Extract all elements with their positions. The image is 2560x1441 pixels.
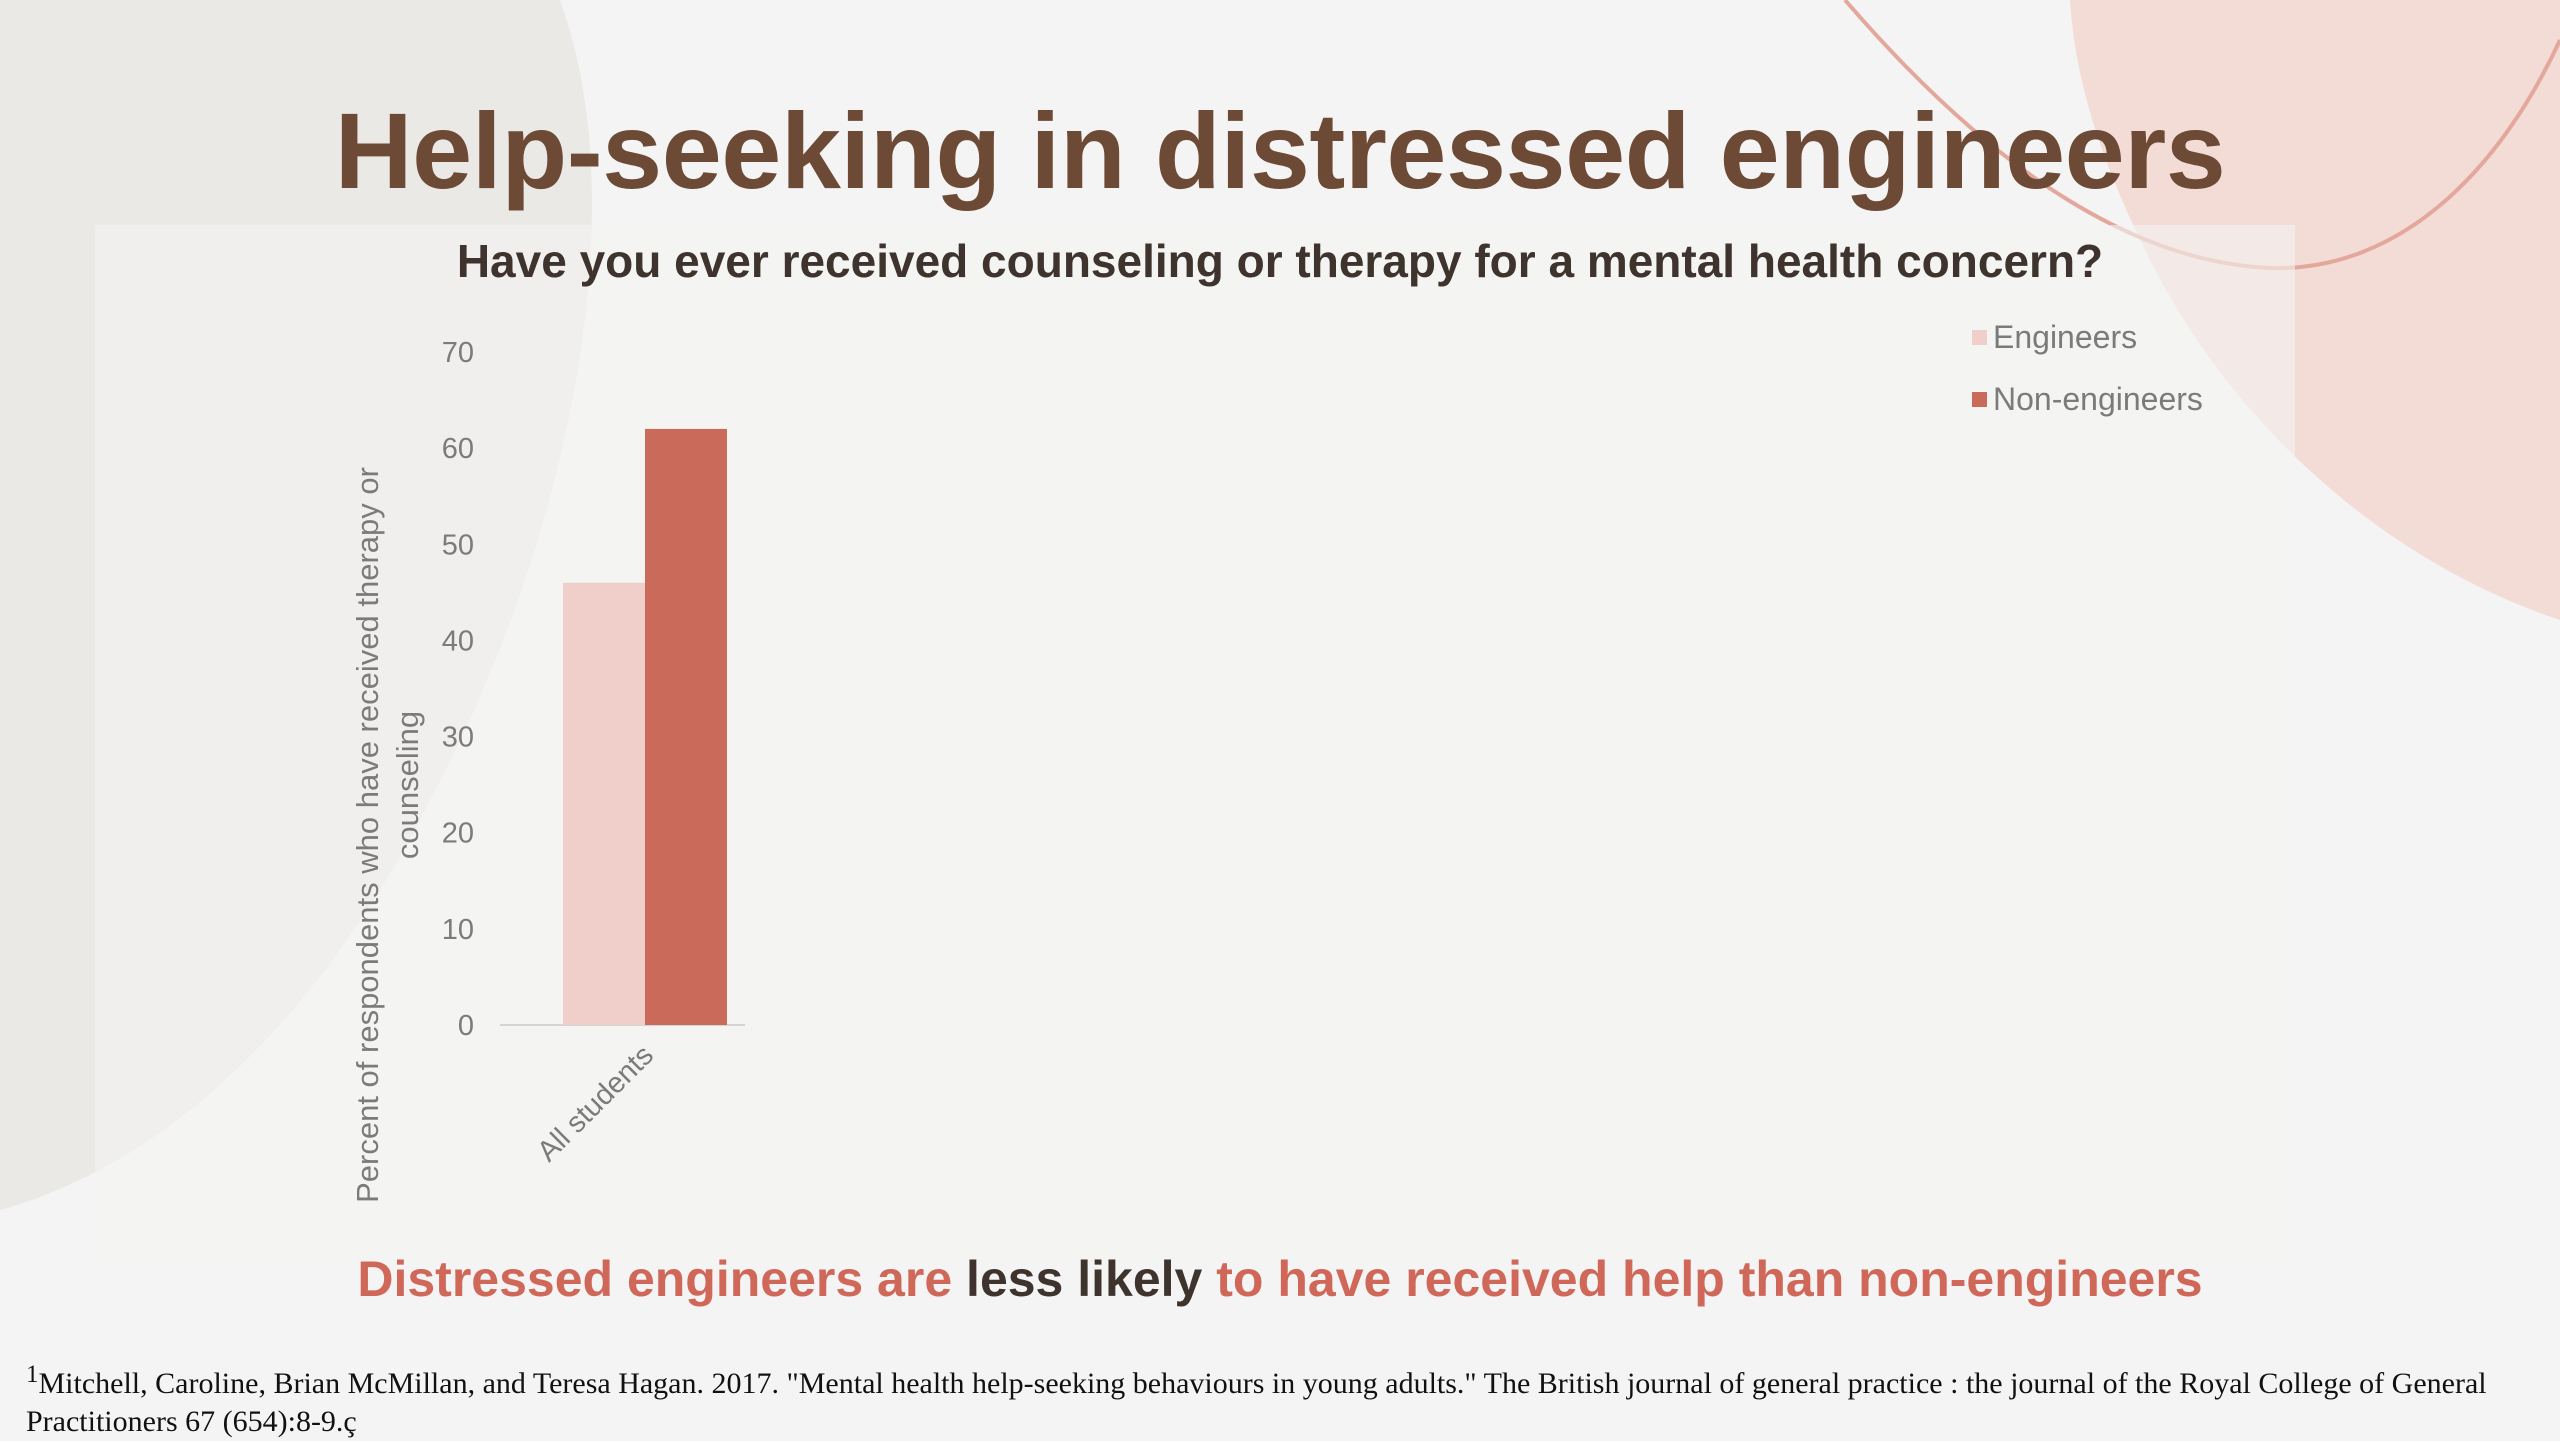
citation-text: Mitchell, Caroline, Brian McMillan, and … <box>26 1367 2487 1438</box>
bar-series <box>563 428 727 1025</box>
y-tick-label: 0 <box>458 1010 474 1042</box>
y-tick-label: 60 <box>442 433 474 465</box>
conclusion-part-3: to have received help than non-engineers <box>1216 1251 2203 1307</box>
y-tick-label: 20 <box>442 818 474 850</box>
x-category-label: All students <box>531 1039 660 1168</box>
y-axis-ticks: 0 10 20 30 40 50 60 70 <box>442 337 474 1042</box>
bar-non-engineers <box>645 428 727 1025</box>
citation: 1Mitchell, Caroline, Brian McMillan, and… <box>26 1356 2536 1441</box>
conclusion-emphasis: less likely <box>966 1251 1203 1307</box>
y-tick-label: 40 <box>442 625 474 657</box>
slide-title: Help-seeking in distressed engineers <box>334 90 2226 211</box>
y-tick-label: 30 <box>442 722 474 754</box>
legend-label-non-engineers: Non-engineers <box>1993 380 2203 417</box>
legend-item-engineers: Engineers <box>1972 306 2203 368</box>
y-axis-title-line1: Percent of respondents who have received… <box>350 467 385 1203</box>
legend-swatch-non-engineers <box>1972 391 1987 407</box>
conclusion-statement: Distressed engineers are less likely to … <box>0 1250 2560 1308</box>
y-tick-label: 70 <box>442 337 474 369</box>
bar-engineers <box>563 582 645 1025</box>
chart-legend: Engineers Non-engineers <box>1972 306 2203 430</box>
background-blob-topright <box>2070 0 2560 620</box>
y-tick-label: 50 <box>442 529 474 561</box>
y-tick-label: 10 <box>442 914 474 946</box>
legend-item-non-engineers: Non-engineers <box>1972 368 2203 430</box>
citation-superscript: 1 <box>26 1361 39 1388</box>
x-axis-categories: All students <box>531 1039 660 1168</box>
y-axis-title-line2: counseling <box>390 711 425 859</box>
conclusion-part-1: Distressed engineers are <box>357 1251 953 1307</box>
legend-swatch-engineers <box>1972 329 1987 345</box>
chart-title: Have you ever received counseling or the… <box>456 235 2104 287</box>
legend-label-engineers: Engineers <box>1993 318 2138 355</box>
background-panel <box>95 225 2295 1260</box>
